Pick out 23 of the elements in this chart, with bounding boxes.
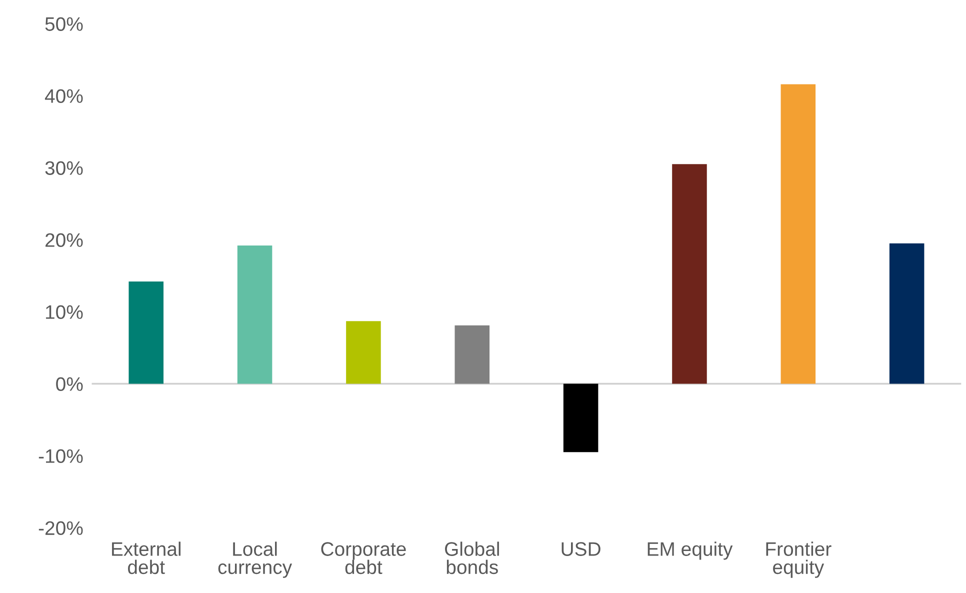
bar [889,243,924,384]
bar [780,84,816,384]
x-tick-label: Global bonds [445,542,499,574]
y-tick-label: -10% [38,449,83,463]
x-tick-label: EM equity [648,542,733,560]
x-tick-label: Frontier equity [766,542,832,578]
bar [563,384,598,452]
y-tick-label: -20% [38,521,83,536]
bar [128,282,164,384]
y-tick-label: 20% [46,233,83,247]
bar [346,321,381,384]
bar [237,246,272,384]
x-tick-label: Local currency [218,542,292,578]
bar [454,325,490,384]
y-tick-label: 40% [44,89,83,103]
y-tick-label: 30% [45,161,83,175]
x-tick-label: External debt [112,542,180,574]
y-tick-label: 0% [56,377,83,391]
y-tick-label: 10% [46,305,83,319]
bar [672,164,707,384]
y-tick-label: 50% [45,17,83,31]
x-tick-label: Corporate debt [321,542,406,574]
x-tick-label: USD [562,542,600,556]
